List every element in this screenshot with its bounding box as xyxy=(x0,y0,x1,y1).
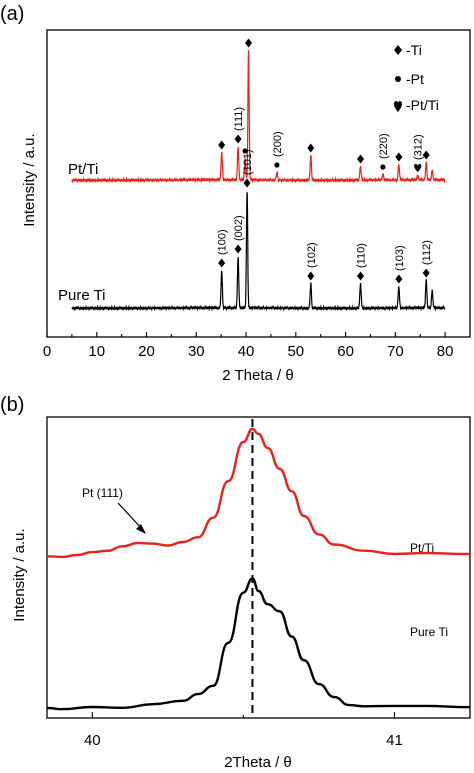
panel-b-ticks: 40 41 xyxy=(84,712,403,749)
x-tick-label-40: 40 xyxy=(238,343,255,360)
peak-marker-dot-icon xyxy=(242,148,248,154)
peak-marker-heart-icon xyxy=(414,164,422,172)
panel-a-label: (a) xyxy=(0,3,24,25)
peak-label-pure-ti-112: (112) xyxy=(421,240,433,265)
peak-marker-diamond-icon xyxy=(422,268,430,278)
panel-a-markers xyxy=(218,38,430,284)
series-line-b-pt-ti xyxy=(46,427,471,559)
series-label-pt-ti-b: Pt/Ti xyxy=(410,541,434,555)
peak-marker-diamond-icon xyxy=(395,274,403,284)
x-tick-label-70: 70 xyxy=(387,343,404,360)
peak-marker-diamond-icon xyxy=(245,38,253,48)
series-line-pt-ti xyxy=(71,50,446,184)
panel-b-frame xyxy=(46,416,471,719)
annotation-arrow xyxy=(117,502,146,534)
x-tick-label-b-40: 40 xyxy=(84,732,101,749)
peak-label-pure-ti-103: (103) xyxy=(394,245,406,271)
peak-label-pure-ti-101: (101) xyxy=(242,149,254,175)
peak-label-pure-ti-102: (102) xyxy=(306,242,318,268)
series-line-pure-ti xyxy=(71,192,446,312)
peak-label-pt-ti-200: (200) xyxy=(272,131,284,157)
peak-marker-dot-icon xyxy=(274,162,280,168)
panel-a-axes xyxy=(46,29,471,338)
peak-marker-diamond-icon xyxy=(307,271,315,281)
legend-label-pt-ti: -Pt/Ti xyxy=(406,97,439,113)
peak-label-pt-ti-312: (312) xyxy=(413,134,425,160)
peak-label-pt-ti-111: (111) xyxy=(233,107,245,131)
peak-marker-diamond-icon xyxy=(234,134,242,144)
x-tick-label-20: 20 xyxy=(138,343,155,360)
peak-marker-diamond-icon xyxy=(218,258,226,268)
peak-marker-diamond-icon xyxy=(395,152,403,162)
peak-label-pure-ti-002: (002) xyxy=(233,215,245,241)
x-tick-label-10: 10 xyxy=(88,343,105,360)
peak-marker-dot-icon xyxy=(380,164,386,170)
legend-label-ti: -Ti xyxy=(406,42,422,58)
x-tick-label-b-41: 41 xyxy=(386,732,403,749)
panel-b-y-axis-label: Intensity / a.u. xyxy=(11,528,28,621)
panel-b-axes xyxy=(46,416,471,719)
panel-a-peak-labels: (111) (200) (220) (312) (100) (002) (101) (102)… xyxy=(217,107,434,271)
pt-111-annotation: Pt (111) xyxy=(82,486,123,500)
series-label-pure-ti-b: Pure Ti xyxy=(410,625,448,639)
peak-marker-diamond-icon xyxy=(307,143,315,153)
panel-a-y-axis-label: Intensity / a.u. xyxy=(21,133,38,226)
peak-marker-diamond-icon xyxy=(357,154,365,164)
legend-heart-icon xyxy=(393,101,403,112)
panel-a-frame xyxy=(46,29,471,338)
x-tick-label-0: 0 xyxy=(43,343,51,360)
peak-marker-diamond-icon xyxy=(234,244,242,254)
x-tick-label-30: 30 xyxy=(188,343,205,360)
legend-diamond-icon xyxy=(394,45,402,55)
panel-b-label: (b) xyxy=(0,394,24,416)
peak-marker-diamond-icon xyxy=(218,140,226,150)
peak-label-pure-ti-100: (100) xyxy=(217,229,229,255)
panel-a-x-axis-label: 2 Theta / θ xyxy=(222,367,293,384)
peak-marker-diamond-icon xyxy=(243,178,251,188)
panel-b-x-axis-label: 2Theta / θ xyxy=(224,754,292,771)
legend-dot-icon xyxy=(395,76,401,82)
x-tick-label-80: 80 xyxy=(437,343,454,360)
legend-label-pt: -Pt xyxy=(406,71,424,87)
peak-marker-diamond-icon xyxy=(422,150,430,160)
series-label-pure-ti: Pure Ti xyxy=(58,287,106,304)
x-tick-label-50: 50 xyxy=(287,343,304,360)
panel-a-series xyxy=(71,50,446,312)
series-line-b-pure-ti xyxy=(46,577,471,711)
x-tick-label-60: 60 xyxy=(337,343,354,360)
panel-a-ticks: 0 10 20 30 40 50 60 70 80 xyxy=(43,332,454,360)
panel-a-legend: -Ti -Pt -Pt/Ti xyxy=(393,42,439,113)
peak-label-pure-ti-110: (110) xyxy=(356,243,368,268)
series-label-pt-ti: Pt/Ti xyxy=(68,161,98,178)
peak-marker-diamond-icon xyxy=(357,271,365,281)
panel-b-series xyxy=(46,427,471,711)
peak-label-pt-ti-220: (220) xyxy=(378,133,390,159)
